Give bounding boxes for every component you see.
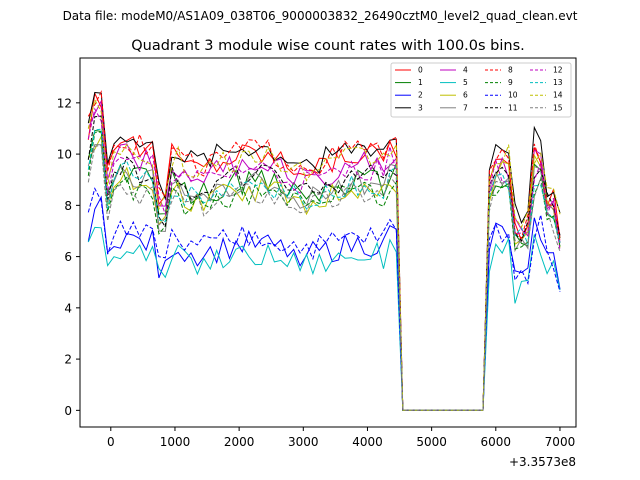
y-tick-label: 2 bbox=[64, 353, 72, 367]
y-axis: 0 2 4 6 8 10 12 bbox=[57, 96, 80, 418]
legend-box bbox=[390, 62, 572, 118]
legend-label-13: 13 bbox=[553, 78, 563, 87]
legend-label-12: 12 bbox=[553, 66, 563, 75]
series-line-8 bbox=[87, 90, 561, 411]
legend-label-3: 3 bbox=[418, 103, 423, 112]
chart-suptitle: Data file: modeM0/AS1A09_038T06_90000038… bbox=[63, 9, 578, 23]
x-tick-label: 1000 bbox=[160, 435, 191, 449]
legend-label-6: 6 bbox=[463, 91, 468, 100]
series-line-13 bbox=[87, 128, 561, 411]
legend-label-10: 10 bbox=[508, 91, 518, 100]
legend-label-15: 15 bbox=[553, 103, 563, 112]
y-tick-label: 4 bbox=[64, 301, 72, 315]
x-tick-label: 4000 bbox=[352, 435, 383, 449]
y-tick-label: 8 bbox=[64, 199, 72, 213]
x-tick-label: 7000 bbox=[545, 435, 576, 449]
x-tick-label: 5000 bbox=[416, 435, 447, 449]
series-line-3 bbox=[87, 91, 561, 411]
series-line-15 bbox=[87, 144, 561, 411]
legend-label-0: 0 bbox=[418, 66, 423, 75]
legend-label-11: 11 bbox=[508, 103, 518, 112]
x-tick-label: 2000 bbox=[224, 435, 255, 449]
plot-frame bbox=[79, 57, 577, 428]
x-tick-label: 0 bbox=[107, 435, 115, 449]
legend-label-2: 2 bbox=[418, 91, 423, 100]
legend-label-14: 14 bbox=[553, 91, 563, 100]
x-tick-label: 6000 bbox=[481, 435, 512, 449]
x-tick-label: 3000 bbox=[288, 435, 319, 449]
legend-label-5: 5 bbox=[463, 78, 468, 87]
legend-label-9: 9 bbox=[508, 78, 513, 87]
series-line-14 bbox=[87, 98, 561, 411]
series-line-9 bbox=[87, 131, 561, 411]
y-tick-label: 10 bbox=[57, 148, 72, 162]
y-tick-label: 6 bbox=[64, 250, 72, 264]
series-line-10 bbox=[87, 187, 561, 411]
legend-label-4: 4 bbox=[463, 66, 468, 75]
series-line-5 bbox=[87, 226, 561, 411]
y-tick-label: 12 bbox=[57, 96, 72, 110]
legend-label-1: 1 bbox=[418, 78, 423, 87]
legend-label-8: 8 bbox=[508, 66, 513, 75]
legend-label-7: 7 bbox=[463, 103, 468, 112]
chart-title: Quadrant 3 module wise count rates with … bbox=[131, 38, 525, 54]
series-line-2 bbox=[87, 195, 561, 411]
x-axis: 0 1000 2000 3000 4000 5000 6000 7000 bbox=[107, 427, 575, 449]
series-line-12 bbox=[87, 107, 561, 411]
series-lines bbox=[87, 90, 561, 411]
x-offset-label: +3.3573e8 bbox=[509, 455, 576, 469]
series-line-0 bbox=[87, 91, 561, 411]
y-tick-label: 0 bbox=[64, 404, 72, 418]
series-line-11 bbox=[87, 115, 561, 411]
